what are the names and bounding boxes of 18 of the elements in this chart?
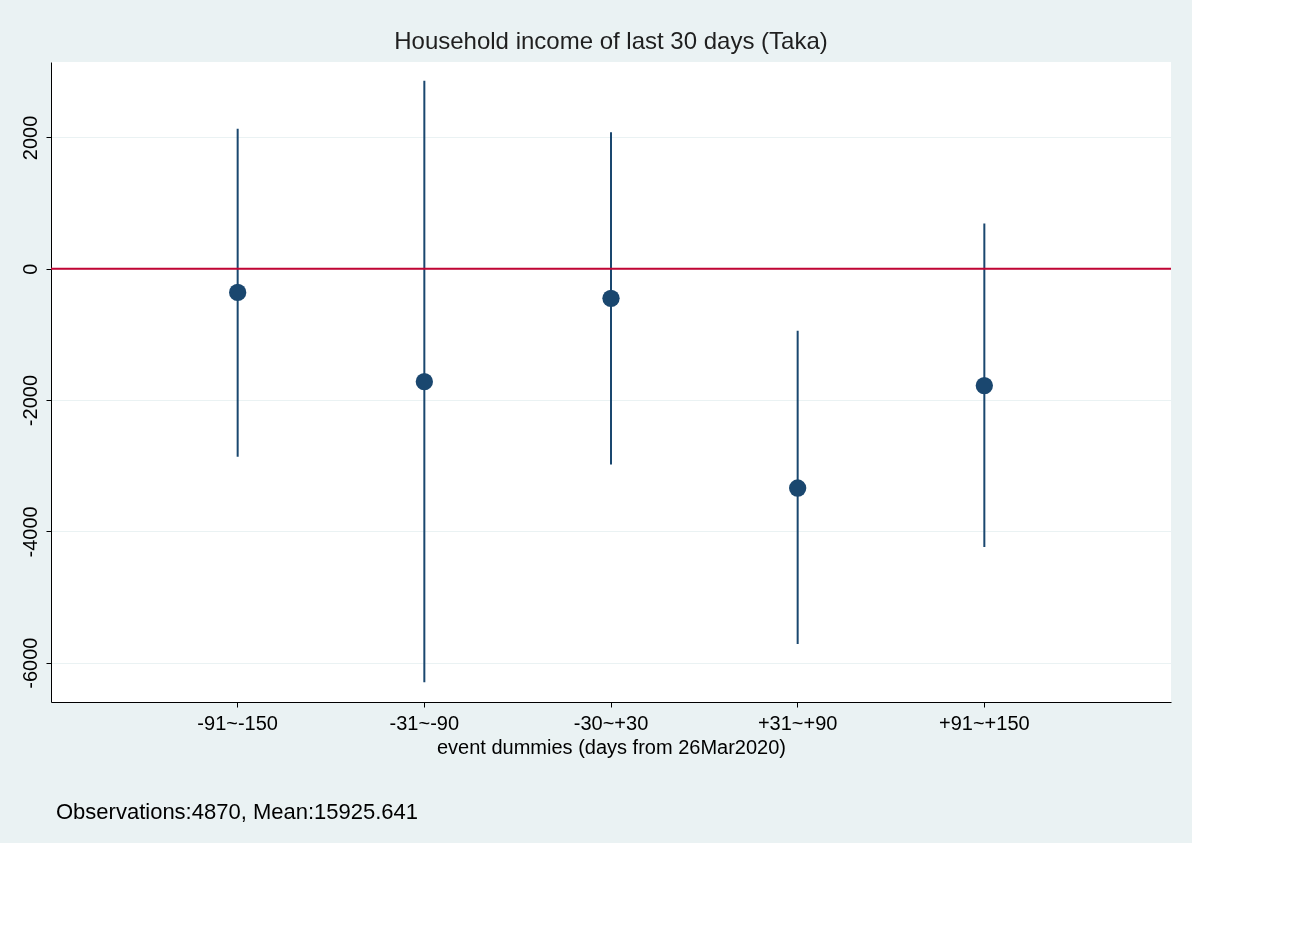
chart-title: Household income of last 30 days (Taka)	[394, 27, 828, 54]
y-tick-label: 2000	[18, 115, 41, 161]
y-tick-label: -6000	[18, 637, 41, 689]
x-axis-title: event dummies (days from 26Mar2020)	[436, 735, 787, 758]
y-tick-label: -4000	[18, 506, 41, 558]
x-tick-label: -31~-90	[389, 711, 460, 734]
y-tick-label: -2000	[18, 374, 41, 427]
text: Observations:4870, Mean:15925.641	[56, 799, 419, 824]
x-tick-label: -91~-150	[197, 711, 278, 734]
x-tick-label: -30~+30	[573, 711, 649, 734]
point	[975, 376, 993, 395]
x-tick-label: +31~+90	[757, 711, 838, 734]
y-tick-label: 0	[18, 263, 41, 275]
point	[602, 289, 620, 307]
point	[415, 373, 433, 391]
point	[789, 479, 807, 497]
point	[229, 283, 247, 302]
x-tick-label: +91~+150	[939, 711, 1030, 734]
